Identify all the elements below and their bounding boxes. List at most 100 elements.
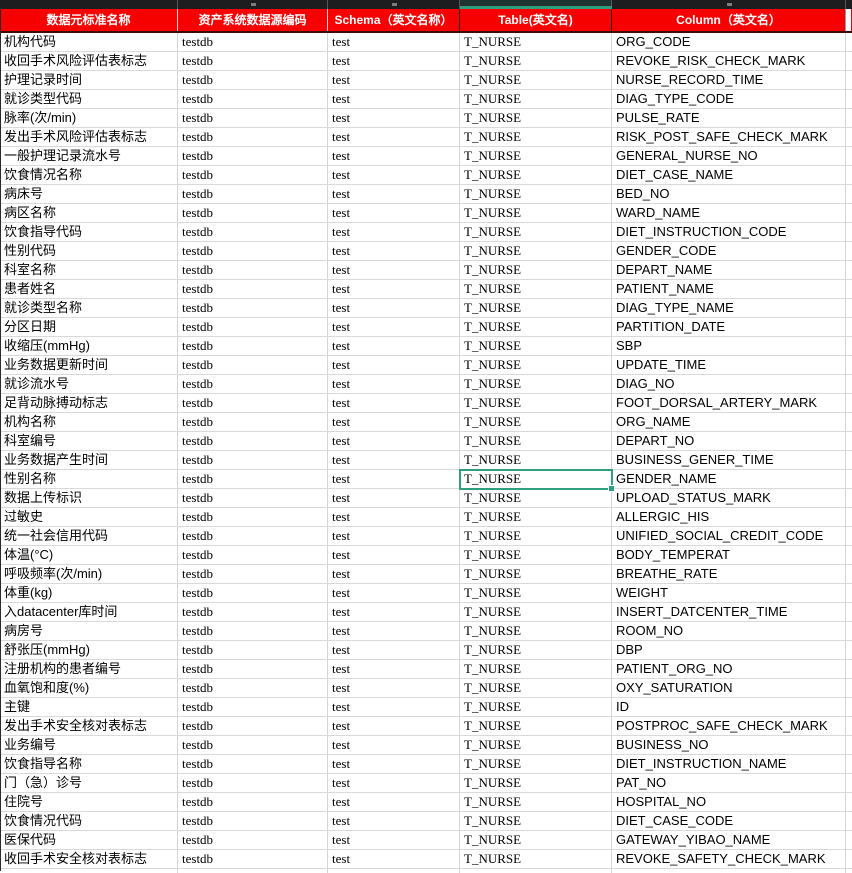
cell-datasource-code[interactable]: testdb (178, 850, 328, 868)
cell-table[interactable]: T_NURSE (460, 470, 612, 488)
cell-table[interactable]: T_NURSE (460, 850, 612, 868)
cell-standard-name[interactable]: 门（急）诊号 (0, 774, 178, 792)
cell-empty[interactable] (846, 394, 852, 412)
cell-empty[interactable] (846, 451, 852, 469)
cell-table[interactable]: T_NURSE (460, 128, 612, 146)
cell-table[interactable]: T_NURSE (460, 33, 612, 51)
cell-schema[interactable]: test (328, 546, 460, 564)
cell-table[interactable]: T_NURSE (460, 356, 612, 374)
cell-datasource-code[interactable]: testdb (178, 223, 328, 241)
cell-column[interactable]: DIAG_NO (612, 375, 846, 393)
cell-table[interactable]: T_NURSE (460, 52, 612, 70)
cell-schema[interactable]: test (328, 337, 460, 355)
cell-schema[interactable]: test (328, 318, 460, 336)
cell-datasource-code[interactable]: testdb (178, 299, 328, 317)
cell-empty[interactable] (846, 90, 852, 108)
cell-table[interactable]: T_NURSE (460, 242, 612, 260)
cell-standard-name[interactable]: 性别代码 (0, 242, 178, 260)
cell-empty[interactable] (846, 831, 852, 849)
cell-table[interactable]: T_NURSE (460, 717, 612, 735)
cell-schema[interactable]: test (328, 774, 460, 792)
cell-schema[interactable]: test (328, 679, 460, 697)
cell-schema[interactable]: test (328, 223, 460, 241)
cell-schema[interactable]: test (328, 812, 460, 830)
cell-column[interactable]: FOOT_DORSAL_ARTERY_MARK (612, 394, 846, 412)
cell-standard-name[interactable]: 科室编号 (0, 432, 178, 450)
cell-schema[interactable]: test (328, 736, 460, 754)
cell-schema[interactable]: test (328, 394, 460, 412)
cell-standard-name[interactable]: 过敏史 (0, 508, 178, 526)
cell-column[interactable]: UPDATE_TIME (612, 356, 846, 374)
cell-datasource-code[interactable]: testdb (178, 185, 328, 203)
cell-standard-name[interactable]: 病床号 (0, 185, 178, 203)
cell-datasource-code[interactable]: testdb (178, 52, 328, 70)
cell-column[interactable]: UNIFIED_SOCIAL_CREDIT_CODE (612, 527, 846, 545)
cell-standard-name[interactable]: 体温(°C) (0, 546, 178, 564)
cell-empty[interactable] (846, 166, 852, 184)
cell-schema[interactable]: test (328, 71, 460, 89)
cell-datasource-code[interactable]: testdb (178, 755, 328, 773)
cell-table[interactable]: T_NURSE (460, 375, 612, 393)
cell-datasource-code[interactable]: testdb (178, 812, 328, 830)
cell-schema[interactable]: test (328, 109, 460, 127)
cell-table[interactable]: T_NURSE (460, 736, 612, 754)
cell-schema[interactable]: test (328, 147, 460, 165)
cell-standard-name[interactable]: 血氧饱和度(%) (0, 679, 178, 697)
cell-standard-name[interactable]: 机构名称 (0, 413, 178, 431)
cell-table[interactable]: T_NURSE (460, 337, 612, 355)
cell-schema[interactable]: test (328, 185, 460, 203)
cell-column[interactable]: DIET_INSTRUCTION_CODE (612, 223, 846, 241)
cell-empty[interactable] (846, 774, 852, 792)
header-cell-table[interactable]: Table(英文名) (460, 9, 612, 31)
cell-standard-name[interactable]: 收缩压(mmHg) (0, 337, 178, 355)
cell-empty[interactable] (846, 641, 852, 659)
cell-empty[interactable] (846, 52, 852, 70)
cell-standard-name[interactable]: 发出手术风险评估表标志 (0, 128, 178, 146)
cell-column[interactable]: BUSINESS_NO (612, 736, 846, 754)
cell-column[interactable]: ID (612, 698, 846, 716)
cell-datasource-code[interactable]: testdb (178, 166, 328, 184)
cell-empty[interactable] (846, 793, 852, 811)
cell-table[interactable]: T_NURSE (460, 565, 612, 583)
cell-datasource-code[interactable]: testdb (178, 337, 328, 355)
cell-standard-name[interactable]: 呼吸频率(次/min) (0, 565, 178, 583)
cell-datasource-code[interactable]: testdb (178, 128, 328, 146)
cell-datasource-code[interactable]: testdb (178, 622, 328, 640)
cell-datasource-code[interactable]: testdb (178, 470, 328, 488)
cell-table[interactable]: T_NURSE (460, 185, 612, 203)
cell-column[interactable]: PULSE_RATE (612, 109, 846, 127)
cell-schema[interactable]: test (328, 432, 460, 450)
cell-datasource-code[interactable]: testdb (178, 831, 328, 849)
cell-standard-name[interactable]: 业务数据更新时间 (0, 356, 178, 374)
cell-column[interactable]: NURSE_RECORD_TIME (612, 71, 846, 89)
cell-datasource-code[interactable]: testdb (178, 508, 328, 526)
cell-column[interactable]: GENDER_CODE (612, 242, 846, 260)
cell-datasource-code[interactable]: testdb (178, 280, 328, 298)
cell-schema[interactable]: test (328, 584, 460, 602)
cell-standard-name[interactable]: 病房号 (0, 622, 178, 640)
cell-column[interactable]: DIAG_TYPE_CODE (612, 90, 846, 108)
cell-column[interactable]: DIET_INSTRUCTION_NAME (612, 755, 846, 773)
cell-column[interactable]: DIET_CASE_NAME (612, 166, 846, 184)
cell-empty[interactable] (846, 489, 852, 507)
cell-table[interactable]: T_NURSE (460, 698, 612, 716)
cell-standard-name[interactable]: 饮食指导代码 (0, 223, 178, 241)
cell-empty[interactable] (846, 717, 852, 735)
cell-datasource-code[interactable]: testdb (178, 90, 328, 108)
cell-column[interactable]: DIAG_TYPE_NAME (612, 299, 846, 317)
cell-standard-name[interactable]: 收回手术安全核对表标志 (0, 850, 178, 868)
cell-column[interactable]: PARTITION_DATE (612, 318, 846, 336)
cell-schema[interactable]: test (328, 166, 460, 184)
cell-column[interactable]: BREATHE_RATE (612, 565, 846, 583)
cell-schema[interactable]: test (328, 717, 460, 735)
cell-datasource-code[interactable]: testdb (178, 318, 328, 336)
cell-empty[interactable] (846, 565, 852, 583)
cell-table[interactable]: T_NURSE (460, 622, 612, 640)
cell-datasource-code[interactable]: testdb (178, 717, 328, 735)
cell-column[interactable]: ORG_NAME (612, 413, 846, 431)
cell-table[interactable]: T_NURSE (460, 603, 612, 621)
cell-standard-name[interactable]: 体重(kg) (0, 584, 178, 602)
cell-empty[interactable] (846, 71, 852, 89)
cell-standard-name[interactable]: 医保代码 (0, 831, 178, 849)
cell-empty[interactable] (846, 470, 852, 488)
